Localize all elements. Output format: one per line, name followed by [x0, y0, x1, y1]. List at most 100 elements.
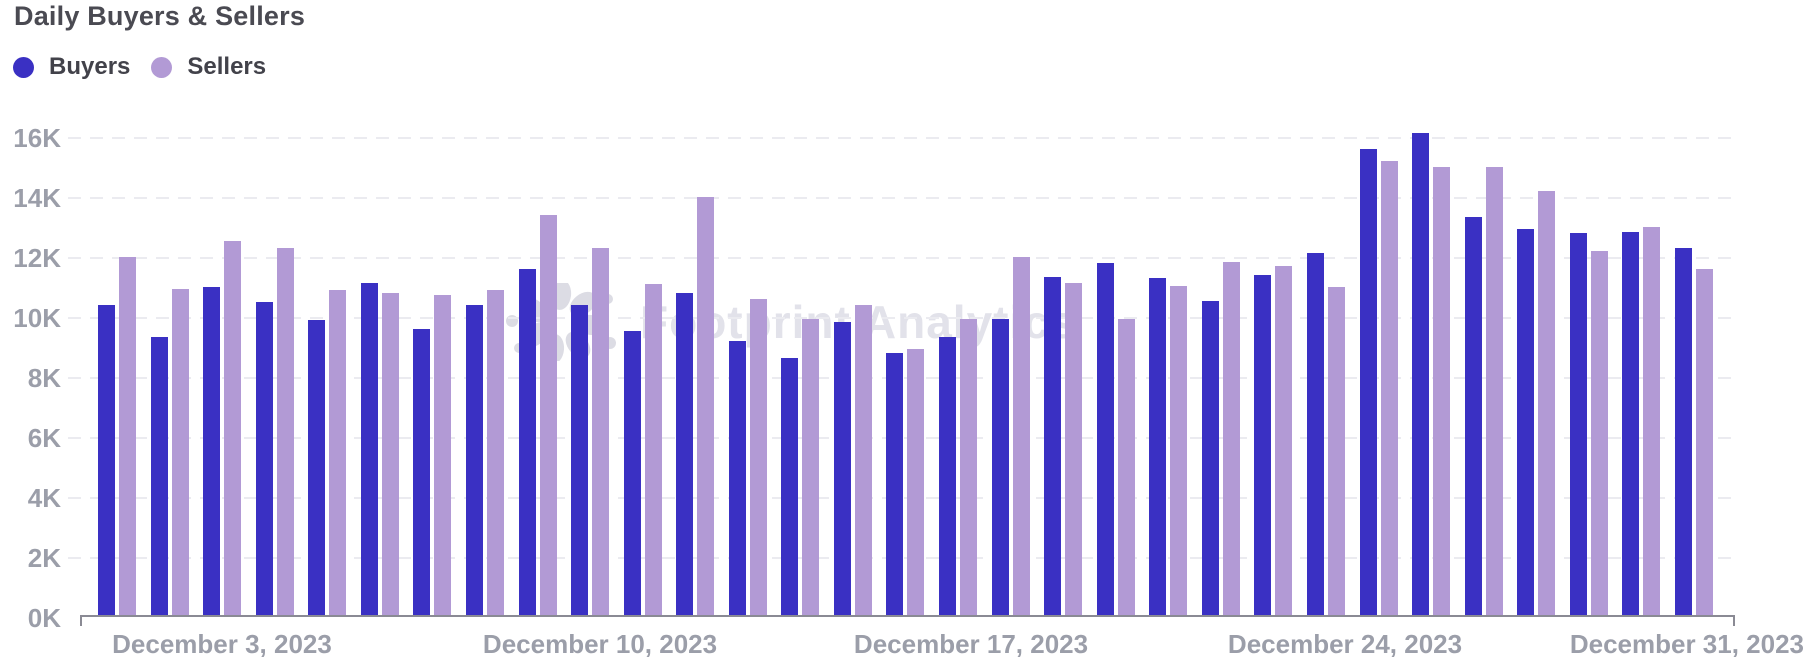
bar-sellers[interactable]: [224, 240, 242, 617]
bar-sellers[interactable]: [802, 318, 820, 617]
bar-sellers[interactable]: [697, 197, 715, 617]
x-tick-label: December 17, 2023: [853, 629, 1089, 659]
bar-sellers[interactable]: [119, 257, 136, 617]
bar-group: [1674, 137, 1713, 617]
bar-sellers[interactable]: [1170, 285, 1188, 617]
bar-buyers[interactable]: [1201, 300, 1219, 617]
bar-buyers[interactable]: [1569, 233, 1587, 617]
x-tick-label: December 10, 2023: [482, 629, 718, 659]
bar-sellers[interactable]: [960, 318, 977, 617]
bar-buyers[interactable]: [1464, 216, 1482, 617]
legend-item-sellers[interactable]: Sellers: [151, 53, 266, 81]
bar-buyers[interactable]: [1044, 276, 1062, 617]
bar-sellers[interactable]: [276, 248, 294, 617]
chart-title: Daily Buyers & Sellers: [14, 1, 306, 31]
bar-group: [518, 137, 557, 617]
bar-sellers[interactable]: [1327, 287, 1345, 617]
bar-sellers[interactable]: [1222, 261, 1240, 617]
bar-buyers[interactable]: [413, 329, 431, 617]
legend-label-sellers: Sellers: [187, 53, 267, 80]
bar-sellers[interactable]: [1012, 257, 1030, 617]
bar-buyers[interactable]: [308, 320, 326, 617]
bar-group: [1096, 137, 1135, 617]
x-axis-line: [80, 615, 1735, 626]
bar-group: [1517, 137, 1556, 617]
y-tick-label: 6K: [27, 423, 61, 453]
bar-buyers[interactable]: [1096, 263, 1114, 617]
bar-group: [308, 137, 347, 617]
bar-buyers[interactable]: [728, 341, 746, 617]
bar-sellers[interactable]: [592, 248, 610, 617]
bar-buyers[interactable]: [465, 305, 483, 617]
gridline: [68, 317, 1735, 319]
bar-group: [1569, 137, 1608, 617]
bar-buyers[interactable]: [150, 336, 168, 617]
bar-group: [360, 137, 399, 617]
bar-buyers[interactable]: [1412, 132, 1430, 617]
legend-item-buyers[interactable]: Buyers: [13, 53, 130, 81]
bar-buyers[interactable]: [886, 353, 904, 617]
bar-group: [150, 137, 189, 617]
bar-buyers[interactable]: [623, 330, 641, 617]
bar-group: [413, 137, 452, 617]
bar-buyers[interactable]: [571, 305, 589, 617]
y-tick-label: 10K: [13, 303, 61, 333]
bar-sellers[interactable]: [434, 294, 452, 617]
bar-plot-area: [98, 132, 1713, 617]
bar-group: [1359, 137, 1398, 617]
sellers-swatch-icon: [151, 56, 173, 78]
bar-sellers[interactable]: [329, 290, 347, 617]
bar-buyers[interactable]: [676, 293, 694, 617]
bar-sellers[interactable]: [1380, 161, 1398, 617]
bar-buyers[interactable]: [360, 282, 378, 617]
bar-sellers[interactable]: [1590, 251, 1608, 617]
bar-group: [255, 137, 294, 617]
bar-buyers[interactable]: [1149, 278, 1167, 617]
bar-sellers[interactable]: [1695, 269, 1713, 617]
bar-buyers[interactable]: [1517, 228, 1535, 617]
bar-sellers[interactable]: [854, 305, 872, 617]
bar-sellers[interactable]: [539, 215, 557, 617]
bar-sellers[interactable]: [644, 284, 662, 617]
bar-sellers[interactable]: [1485, 167, 1503, 617]
bar-sellers[interactable]: [171, 288, 189, 617]
bar-buyers[interactable]: [1674, 248, 1692, 617]
bar-buyers[interactable]: [781, 357, 799, 617]
bar-group: [623, 137, 662, 617]
bar-sellers[interactable]: [749, 299, 767, 617]
bar-buyers[interactable]: [1359, 149, 1377, 617]
legend: Buyers Sellers: [13, 53, 266, 81]
bar-sellers[interactable]: [1065, 282, 1083, 617]
bar-buyers[interactable]: [1254, 275, 1272, 617]
bar-buyers[interactable]: [1622, 231, 1640, 617]
y-tick-label: 2K: [27, 543, 61, 573]
bar-buyers[interactable]: [98, 305, 115, 617]
bar-group: [571, 137, 610, 617]
bar-sellers[interactable]: [1433, 167, 1451, 617]
bar-sellers[interactable]: [381, 293, 399, 617]
bar-group: [676, 137, 715, 617]
bar-sellers[interactable]: [1117, 318, 1135, 617]
bar-buyers[interactable]: [1306, 252, 1324, 617]
bar-sellers[interactable]: [1538, 191, 1556, 617]
bar-buyers[interactable]: [255, 302, 273, 617]
bar-buyers[interactable]: [833, 321, 851, 617]
y-tick-label: 12K: [13, 243, 61, 273]
bar-group: [203, 137, 242, 617]
x-tick-label: December 31, 2023: [1569, 629, 1804, 659]
bar-group: [833, 137, 872, 617]
bar-buyers[interactable]: [203, 287, 221, 617]
bar-sellers[interactable]: [907, 348, 925, 617]
bar-group: [886, 137, 925, 617]
x-tick-label: December 3, 2023: [112, 629, 332, 659]
bar-sellers[interactable]: [1643, 227, 1661, 617]
bar-group: [728, 137, 767, 617]
y-tick-label: 8K: [27, 363, 61, 393]
bar-sellers[interactable]: [486, 290, 504, 617]
gridline: [68, 137, 1735, 139]
bar-buyers[interactable]: [939, 336, 956, 617]
bar-buyers[interactable]: [518, 269, 536, 617]
bar-group: [1149, 137, 1188, 617]
bar-sellers[interactable]: [1275, 266, 1293, 617]
bar-buyers[interactable]: [991, 318, 1009, 617]
